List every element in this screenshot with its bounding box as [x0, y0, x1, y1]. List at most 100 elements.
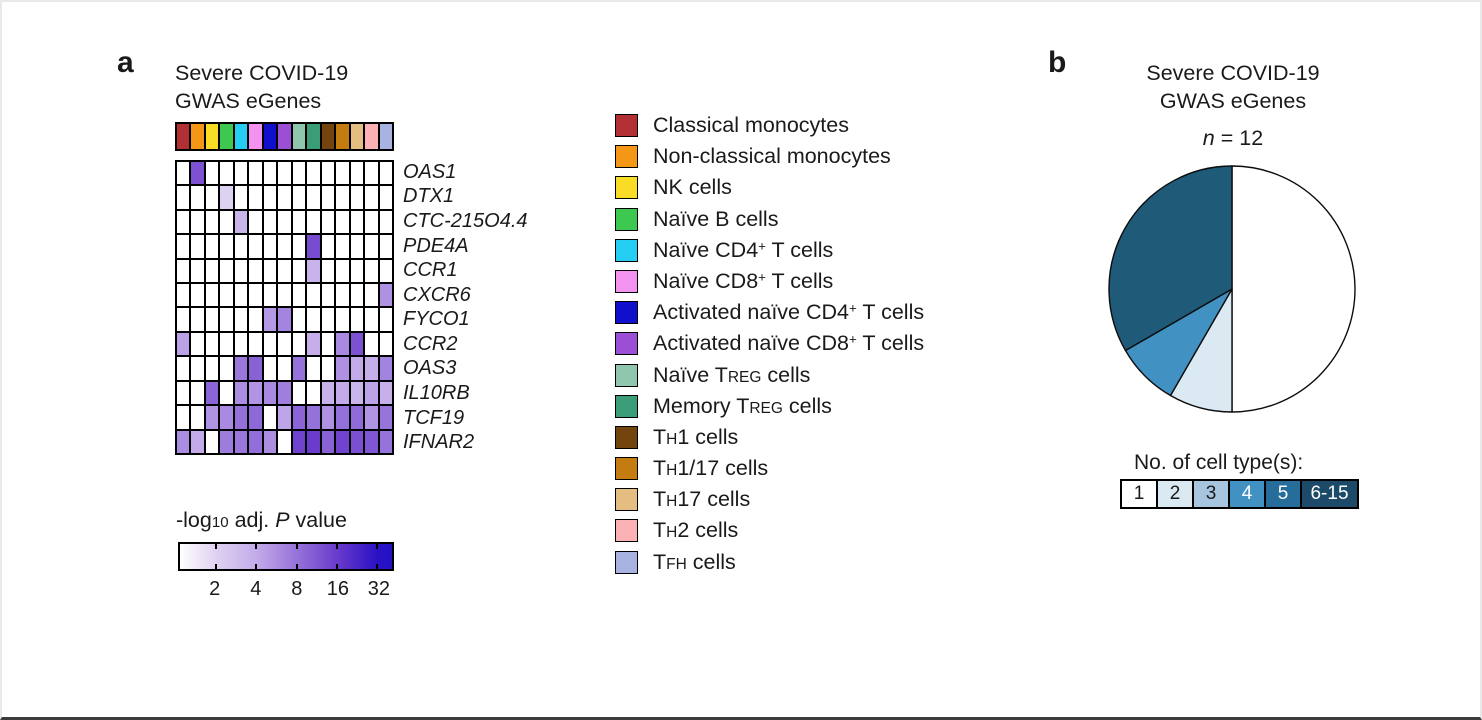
colorbar-tick — [295, 564, 298, 569]
heatmap-cell — [307, 235, 320, 258]
heatmap-cell — [365, 332, 378, 356]
heatmap-cell — [249, 357, 262, 380]
text-part: n — [1202, 126, 1215, 150]
heatmap-cell — [191, 430, 204, 453]
text-part: 1 cells — [677, 424, 739, 449]
legend-swatch — [615, 550, 638, 574]
heatmap-cell — [220, 259, 233, 283]
cell-type-swatch — [278, 124, 291, 149]
text-part: cells — [686, 549, 736, 574]
legend-row: TH1/17 cells — [615, 456, 924, 481]
colorbar-gradient — [178, 542, 394, 571]
text-part: REG — [727, 368, 762, 386]
heatmap-cell — [278, 235, 291, 258]
legend-row: Naïve CD8+ T cells — [615, 268, 924, 293]
heatmap-cell — [365, 210, 378, 234]
text-part: Naïve CD8 — [653, 268, 759, 293]
gene-label: OAS1 — [403, 160, 457, 183]
cell-type-swatch — [177, 124, 190, 149]
heatmap-cell — [365, 284, 378, 307]
heatmap-cell — [278, 210, 291, 234]
heatmap-cell — [350, 284, 364, 307]
heatmap-cell — [350, 259, 364, 283]
text-part: -log — [176, 508, 212, 532]
legend-swatch — [615, 176, 638, 200]
legend-label: TH1 cells — [653, 425, 738, 450]
heatmap-cell — [177, 381, 190, 405]
heatmap-cell — [191, 308, 204, 331]
cell-type-swatch — [234, 124, 248, 149]
pie-slice-1 — [1231, 165, 1356, 413]
bucket-4: 4 — [1230, 481, 1264, 507]
text-part: = 12 — [1214, 126, 1264, 150]
heatmap-grid — [175, 160, 394, 455]
heatmap-cell — [350, 381, 364, 405]
heatmap-cell — [350, 406, 364, 429]
text-part: Activated naïve CD8 — [653, 331, 849, 356]
heatmap-cell — [336, 308, 349, 331]
colorbar-tick-label: 16 — [326, 578, 349, 600]
heatmap-cell — [177, 308, 190, 331]
heatmap-cell — [321, 162, 335, 185]
heatmap-cell — [191, 186, 204, 209]
text-part: T — [653, 424, 667, 449]
heatmap-cell — [379, 381, 392, 405]
heatmap-cell — [336, 210, 349, 234]
heatmap-cell — [350, 308, 364, 331]
heatmap-cell — [191, 357, 204, 380]
cell-type-swatch — [263, 124, 277, 149]
text-part: 17 cells — [677, 487, 751, 512]
gene-label: OAS3 — [403, 357, 457, 380]
heatmap-cell — [321, 381, 335, 405]
heatmap-cell — [205, 210, 219, 234]
cell-type-legend: Classical monocytes Non-classical monocyt… — [615, 113, 925, 574]
legend-row: Naïve B cells — [615, 207, 924, 231]
heatmap-cell — [321, 357, 335, 380]
legend-row: TH17 cells — [615, 487, 924, 512]
heatmap-cell — [321, 284, 335, 307]
heatmap-cell — [205, 381, 219, 405]
legend-label: Naïve TREG cells — [653, 363, 810, 388]
heatmap-cell — [220, 210, 233, 234]
heatmap-cell — [278, 308, 291, 331]
heatmap-cell — [292, 308, 306, 331]
heatmap-cell — [249, 284, 262, 307]
gene-label: CTC-215O4.4 — [403, 209, 528, 232]
heatmap-cell — [263, 186, 277, 209]
heatmap-cell — [278, 430, 291, 453]
panel-a-title-line1: Severe COVID-19 — [175, 61, 349, 85]
legend-label: Naïve CD4+ T cells — [653, 238, 833, 263]
heatmap-cell — [292, 259, 306, 283]
heatmap-cell — [191, 259, 204, 283]
cell-type-swatch — [307, 124, 320, 149]
panel-b-title: Severe COVID-19 GWAS eGenes — [1107, 59, 1359, 115]
legend-label: Classical monocytes — [653, 113, 849, 138]
heatmap-cell — [220, 430, 233, 453]
text-part: cells — [782, 393, 832, 418]
heatmap-cell — [292, 332, 306, 356]
heatmap-cell — [336, 162, 349, 185]
text-part: + — [758, 238, 766, 254]
text-part: H — [666, 493, 678, 511]
colorbar-tick — [376, 544, 379, 549]
gene-label: TCF19 — [403, 406, 465, 429]
heatmap-cell — [350, 162, 364, 185]
heatmap-cell — [307, 210, 320, 234]
text-part: Memory T — [653, 393, 750, 418]
heatmap-cell — [263, 210, 277, 234]
bucket-2: 2 — [1158, 481, 1192, 507]
cell-type-swatch — [205, 124, 219, 149]
heatmap-cell — [321, 332, 335, 356]
colorbar-tick — [335, 544, 338, 549]
cell-type-swatch — [321, 124, 335, 149]
text-part: T cells — [856, 331, 925, 356]
heatmap-cell — [263, 332, 277, 356]
heatmap-cell — [263, 235, 277, 258]
cell-type-color-strip — [175, 122, 394, 151]
heatmap-cell — [220, 357, 233, 380]
pie-svg — [1108, 165, 1356, 413]
heatmap-cell — [365, 430, 378, 453]
heatmap-cell — [177, 284, 190, 307]
legend-row: Memory TREG cells — [615, 393, 924, 418]
